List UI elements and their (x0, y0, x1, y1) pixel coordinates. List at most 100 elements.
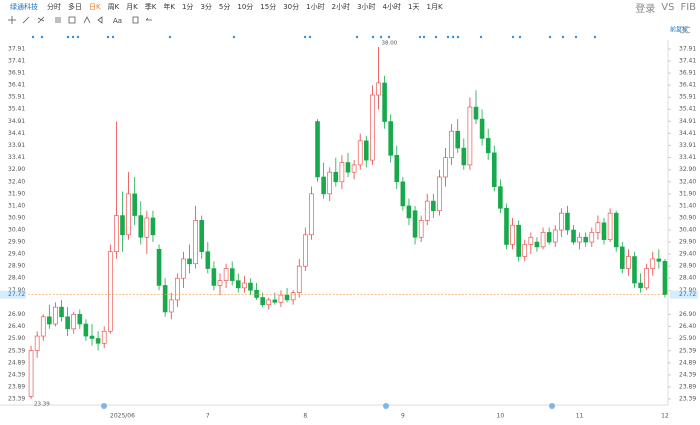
candle-body (303, 234, 308, 267)
event-dot (66, 35, 70, 39)
candle-body (370, 94, 375, 161)
candle-body (278, 294, 284, 303)
candle-body (619, 246, 625, 269)
period-tab[interactable]: 1月K (426, 3, 443, 11)
y-tick-label: 24.39 (679, 371, 696, 378)
drawing-icons: Aa (8, 16, 152, 25)
undo-icon[interactable] (145, 17, 152, 21)
event-dot (418, 35, 422, 39)
period-tab[interactable]: 5分 (218, 3, 231, 11)
y-tick-label-left: 25.39 (8, 347, 25, 354)
y-tick-label: 34.91 (679, 118, 696, 125)
x-tick-label: 9 (401, 413, 405, 420)
arrow-icon[interactable] (97, 16, 103, 24)
candle-body (254, 289, 259, 298)
parallel-icon[interactable] (55, 17, 61, 23)
right-tools: 登录 VS FIB (629, 0, 696, 15)
event-icon (383, 403, 389, 409)
right-tool[interactable]: 登录 (635, 3, 656, 15)
measure-icon[interactable] (132, 16, 139, 24)
candle-body (443, 157, 448, 178)
x-tick-label: 10 (497, 413, 505, 420)
period-tab[interactable]: 月K (126, 3, 138, 11)
candle-body (613, 212, 619, 248)
period-tab[interactable]: 多日 (68, 3, 82, 11)
candle-body (473, 106, 479, 120)
y-tick-label: 24.89 (679, 359, 696, 366)
candle-body (522, 244, 528, 257)
candle-body (552, 229, 558, 243)
candle-body (510, 224, 515, 245)
event-dot (456, 35, 460, 39)
candle-body (175, 277, 180, 301)
y-tick-label: 28.40 (679, 275, 696, 282)
y-tick-label-left: 27.90 (8, 287, 25, 294)
candle-body (595, 222, 601, 233)
event-dot (574, 35, 578, 39)
right-tool[interactable]: VS (661, 1, 675, 13)
candle-body (248, 282, 253, 291)
pattern-icon[interactable] (83, 16, 91, 24)
period-tab[interactable]: 4小时 (382, 3, 402, 11)
rect-icon[interactable] (68, 16, 76, 24)
period-tab[interactable]: 3小时 (357, 3, 376, 11)
candle-body (156, 248, 162, 286)
period-tab[interactable]: 分时 (47, 3, 61, 11)
candle-body (260, 297, 265, 306)
candle-body (34, 335, 40, 351)
candle-body (107, 251, 113, 332)
candle-body (491, 152, 497, 187)
stock-name[interactable]: 绿通科技 (10, 3, 38, 11)
candle-body (455, 130, 461, 149)
y-tick-label: 28.90 (679, 263, 696, 270)
adjust-label[interactable]: 前复权 (670, 26, 688, 34)
period-tab[interactable]: 30分 (283, 3, 300, 11)
period-tab[interactable]: 1小时 (306, 3, 325, 11)
period-tab[interactable]: 周K (107, 3, 120, 11)
y-tick-label-left: 25.90 (8, 335, 25, 342)
event-dot (111, 35, 115, 39)
crosshair-icon[interactable] (8, 16, 16, 24)
period-tab[interactable]: 15分 (260, 3, 277, 11)
y-tick-label-left: 37.91 (8, 45, 25, 52)
period-tab[interactable]: 年K (163, 3, 175, 11)
period-tab[interactable]: 2小时 (331, 3, 351, 11)
drawing-toolbar: Aa (0, 14, 700, 26)
candle-body (296, 265, 302, 293)
candle-body (59, 306, 64, 318)
event-dot (303, 35, 307, 39)
period-tab[interactable]: 1分 (181, 3, 194, 11)
candle-body (321, 176, 326, 195)
period-tab[interactable]: 10分 (237, 3, 254, 11)
period-tab[interactable]: 季K (144, 3, 157, 11)
y-tick-label-left: 23.39 (8, 395, 25, 402)
y-tick-label: 36.91 (679, 70, 696, 77)
y-tick-label-left: 31.90 (8, 190, 25, 197)
candle-body (467, 106, 473, 166)
candle-body (89, 335, 95, 339)
period-tab[interactable]: 1天 (408, 3, 420, 11)
candle-body (205, 251, 211, 269)
y-tick-label: 32.90 (679, 166, 696, 173)
candle-body (345, 162, 351, 173)
event-dot (593, 35, 597, 39)
event-dot (31, 35, 35, 39)
event-dot (561, 35, 565, 39)
multi-line-icon[interactable] (37, 16, 45, 24)
y-tick-label-left: 23.89 (8, 383, 25, 390)
period-tab[interactable]: 3分 (200, 3, 212, 11)
undo-redo (679, 26, 691, 34)
right-tool[interactable]: FIB (680, 1, 696, 13)
y-tick-label-left: 29.90 (8, 239, 25, 246)
candle-body (583, 236, 589, 243)
line-icon[interactable] (22, 16, 30, 24)
event-dot (106, 35, 110, 39)
text-tool[interactable]: Aa (113, 17, 122, 25)
candle-body (126, 193, 131, 236)
y-tick-label: 25.39 (679, 347, 696, 354)
period-tab[interactable]: 日K (89, 3, 101, 11)
y-tick-label-left: 26.90 (8, 311, 25, 318)
y-tick-label: 35.91 (679, 94, 696, 101)
y-tick-label: 33.91 (679, 142, 696, 149)
candle-body (309, 193, 314, 236)
